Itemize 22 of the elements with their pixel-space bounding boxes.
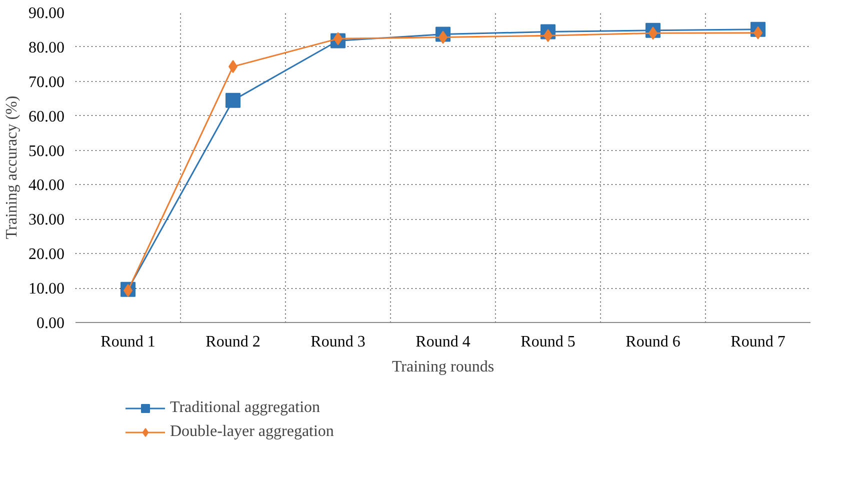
y-tick-label: 50.00 (28, 142, 64, 160)
x-axis-title: Training rounds (392, 358, 494, 376)
y-tick-label: 20.00 (28, 246, 64, 264)
y-tick-label: 10.00 (28, 280, 64, 298)
y-tick-label: 70.00 (28, 74, 64, 91)
x-tick-label: Round 3 (310, 334, 366, 350)
legend-label: Traditional aggregation (170, 399, 320, 417)
y-tick-label: 90.00 (28, 5, 64, 22)
y-tick-label: 80.00 (28, 39, 64, 56)
point (226, 92, 240, 108)
y-tick-label: 60.00 (28, 108, 64, 126)
x-tick-label: Round 5 (520, 334, 576, 350)
x-tick-label: Round 4 (416, 334, 470, 350)
x-tick-label: Round 7 (730, 334, 786, 350)
y-tick-label: 30.00 (28, 212, 64, 229)
y-tick-label: 40.00 (28, 177, 64, 194)
y-tick-label: 0.00 (36, 315, 64, 332)
y-axis-title: Training accuracy (%) (4, 96, 20, 240)
legend-label: Double-layer aggregation (170, 423, 334, 441)
x-tick-label: Round 6 (626, 334, 680, 350)
x-tick-label: Round 2 (206, 334, 260, 350)
x-tick-label: Round 1 (100, 334, 156, 350)
